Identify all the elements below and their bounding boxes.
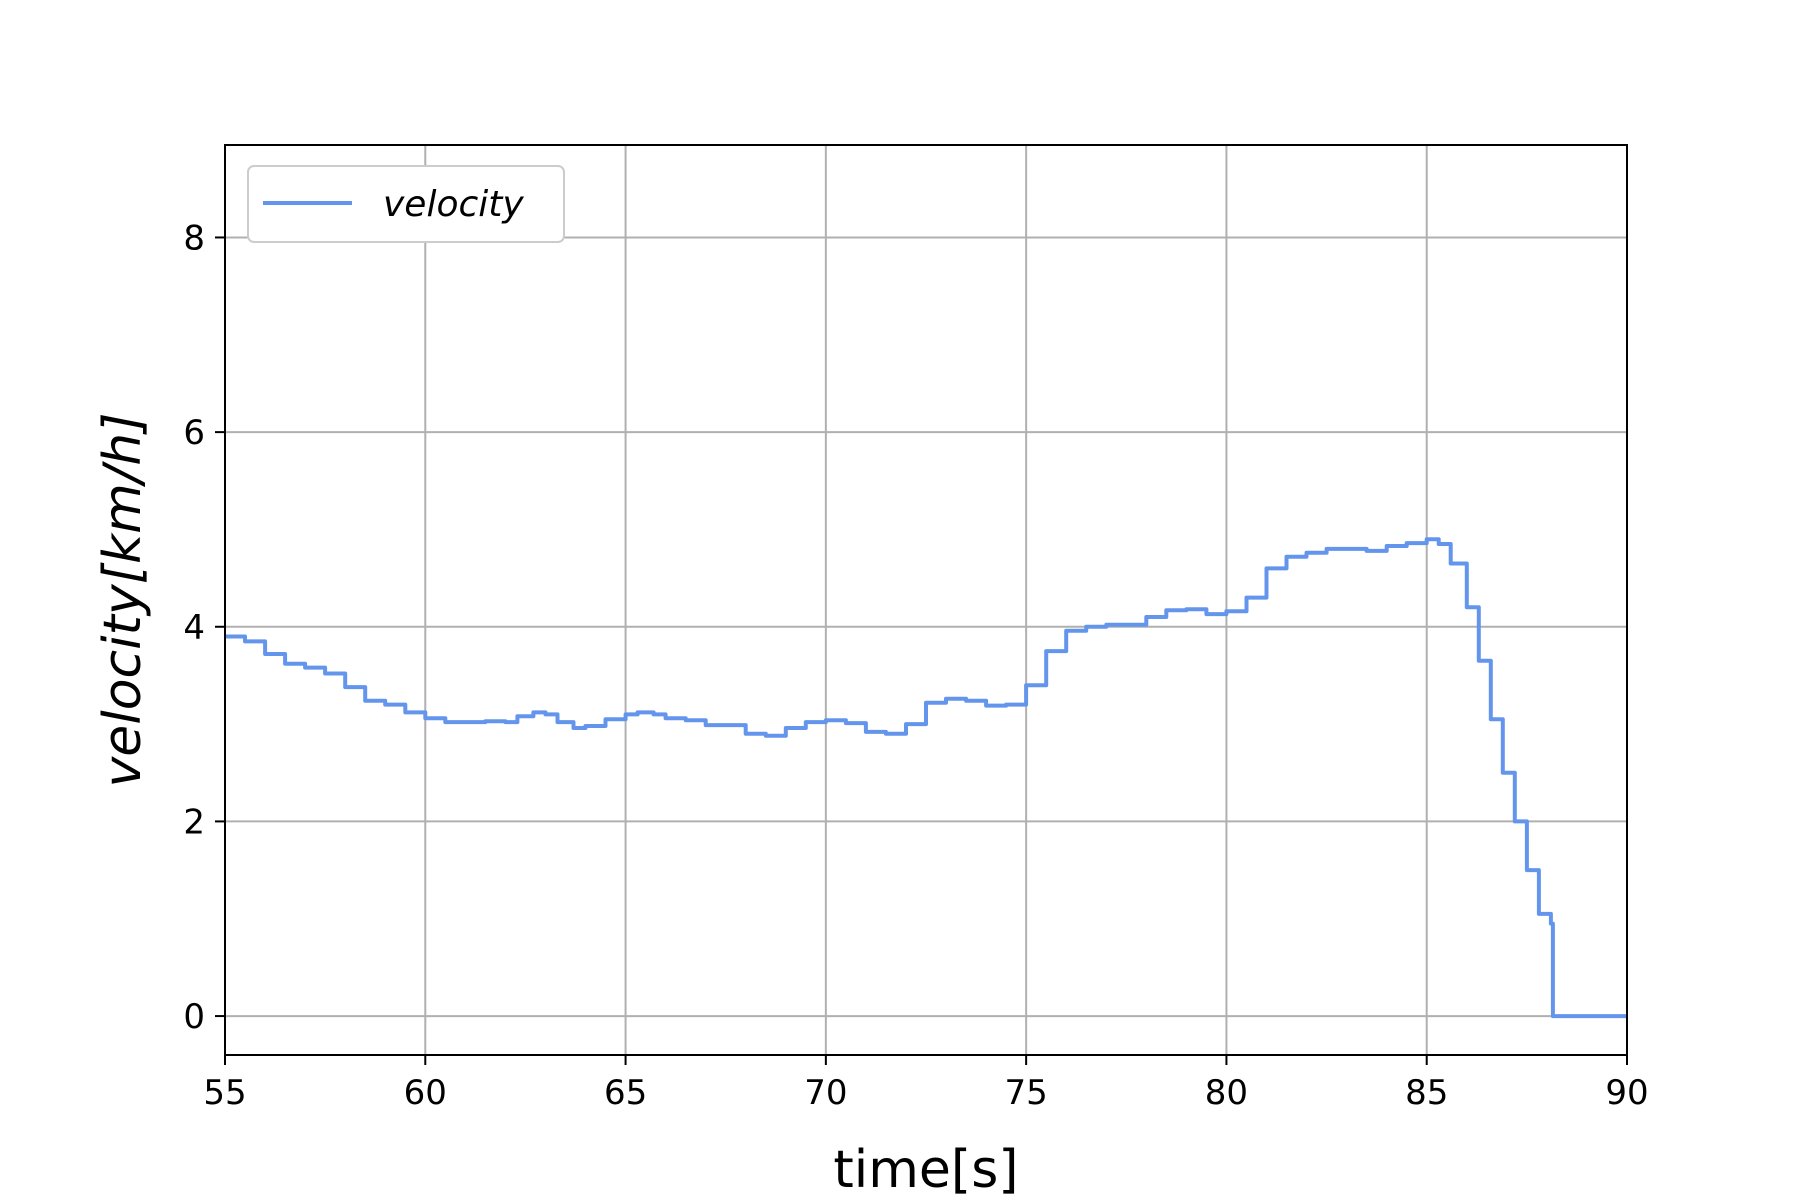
x-tick-label: 65 xyxy=(604,1073,647,1113)
y-tick-label: 0 xyxy=(183,997,205,1037)
x-axis-title: time[s] xyxy=(833,1140,1018,1200)
y-axis-title: velocity[km/h] xyxy=(93,412,153,787)
x-tick-label: 90 xyxy=(1605,1073,1648,1113)
legend: velocity xyxy=(247,165,565,243)
legend-box xyxy=(247,165,565,243)
series-line-velocity xyxy=(225,537,1627,1019)
x-tick-label: 80 xyxy=(1205,1073,1248,1113)
x-tick-label: 70 xyxy=(804,1073,847,1113)
plot-area xyxy=(225,145,1627,1055)
x-tick-label: 55 xyxy=(203,1073,246,1113)
ticks: 55 60 65 70 75 80 85 90 0 2 4 6 8 xyxy=(183,218,1648,1113)
x-tick-label: 60 xyxy=(404,1073,447,1113)
y-tick-label: 2 xyxy=(183,802,205,842)
x-tick-label: 75 xyxy=(1005,1073,1048,1113)
series-layer xyxy=(225,537,1627,1019)
plot-frame xyxy=(224,144,1628,1056)
y-tick-label: 6 xyxy=(183,413,205,453)
x-tick-label: 85 xyxy=(1405,1073,1448,1113)
y-tick-label: 8 xyxy=(183,218,205,258)
y-tick-label: 4 xyxy=(183,608,205,648)
legend-label-velocity: velocity xyxy=(383,184,524,225)
